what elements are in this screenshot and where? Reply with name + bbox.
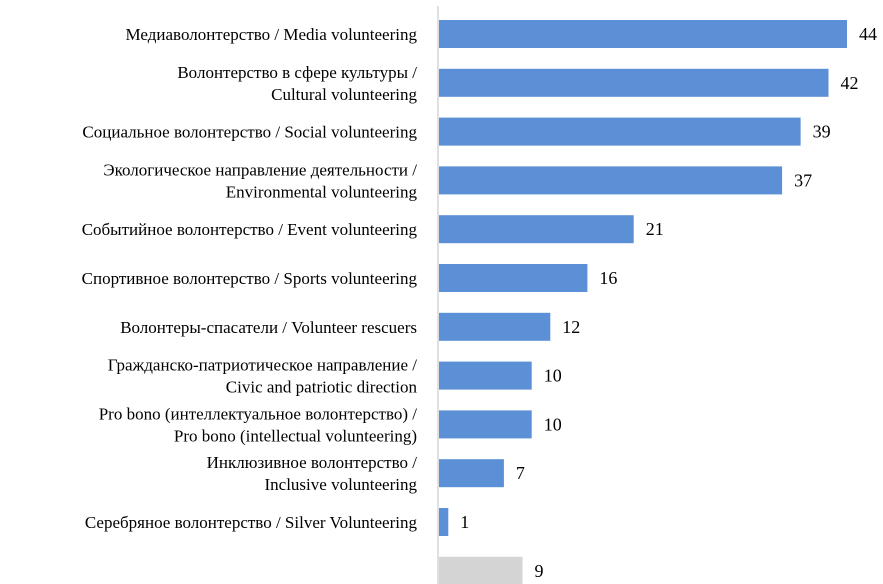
category-label: Волонтерство в сфере культуры / bbox=[177, 63, 417, 82]
category-label: Медиаволонтерство / Media volunteering bbox=[126, 25, 418, 44]
bar-value-label: 9 bbox=[535, 561, 544, 581]
bar-value-label: 39 bbox=[813, 122, 831, 142]
category-label: Волонтеры-спасатели / Volunteer rescuers bbox=[120, 318, 417, 337]
bar-value-label: 10 bbox=[544, 414, 562, 434]
bar-value-label: 10 bbox=[544, 366, 562, 386]
category-label: Pro bono (интеллектуальное волонтерство)… bbox=[99, 404, 418, 423]
bar bbox=[439, 68, 829, 97]
category-label: Civic and patriotic direction bbox=[226, 378, 418, 397]
category-label: Inclusive volunteering bbox=[265, 475, 418, 494]
category-label: Инклюзивное волонтерство / bbox=[207, 453, 418, 472]
bar bbox=[439, 410, 532, 439]
bar-value-label: 16 bbox=[599, 268, 617, 288]
bar bbox=[439, 459, 504, 488]
category-label: Экологическое направление деятельности / bbox=[103, 160, 417, 179]
bar bbox=[439, 556, 523, 584]
bar-value-label: 1 bbox=[460, 512, 469, 532]
value-labels-layer: 44 42 39 37 21 16 12 10 10 7 1 9 bbox=[460, 24, 877, 581]
category-label: Спортивное волонтерство / Sports volunte… bbox=[82, 269, 418, 288]
bar bbox=[439, 117, 801, 146]
bar bbox=[439, 20, 847, 48]
bar bbox=[439, 166, 783, 195]
bar-value-label: 21 bbox=[646, 219, 664, 239]
bars-layer bbox=[439, 20, 847, 584]
category-label: Затрудняюсь ответить / Difficult to answ… bbox=[116, 582, 417, 584]
category-label: Pro bono (intellectual volunteering) bbox=[174, 426, 417, 445]
category-label: Гражданско-патриотическое направление / bbox=[108, 356, 418, 375]
category-label: Серебряное волонтерство / Silver Volunte… bbox=[85, 513, 418, 532]
bar-value-label: 12 bbox=[562, 317, 580, 337]
bar bbox=[439, 264, 588, 292]
category-label: Социальное волонтерство / Social volunte… bbox=[82, 123, 417, 142]
bar bbox=[439, 215, 634, 244]
bar-value-label: 42 bbox=[841, 73, 859, 93]
bar-value-label: 7 bbox=[516, 463, 525, 483]
category-label: Событийное волонтерство / Event voluntee… bbox=[82, 220, 418, 239]
bar-value-label: 44 bbox=[859, 24, 877, 44]
category-label: Environmental volunteering bbox=[226, 182, 418, 201]
category-labels-layer: Медиаволонтерство / Media volunteering Во… bbox=[82, 25, 418, 584]
bar bbox=[439, 508, 449, 536]
bar-value-label: 37 bbox=[794, 170, 812, 190]
bar bbox=[439, 312, 551, 341]
category-label: Cultural volunteering bbox=[271, 85, 417, 104]
bar bbox=[439, 361, 532, 390]
